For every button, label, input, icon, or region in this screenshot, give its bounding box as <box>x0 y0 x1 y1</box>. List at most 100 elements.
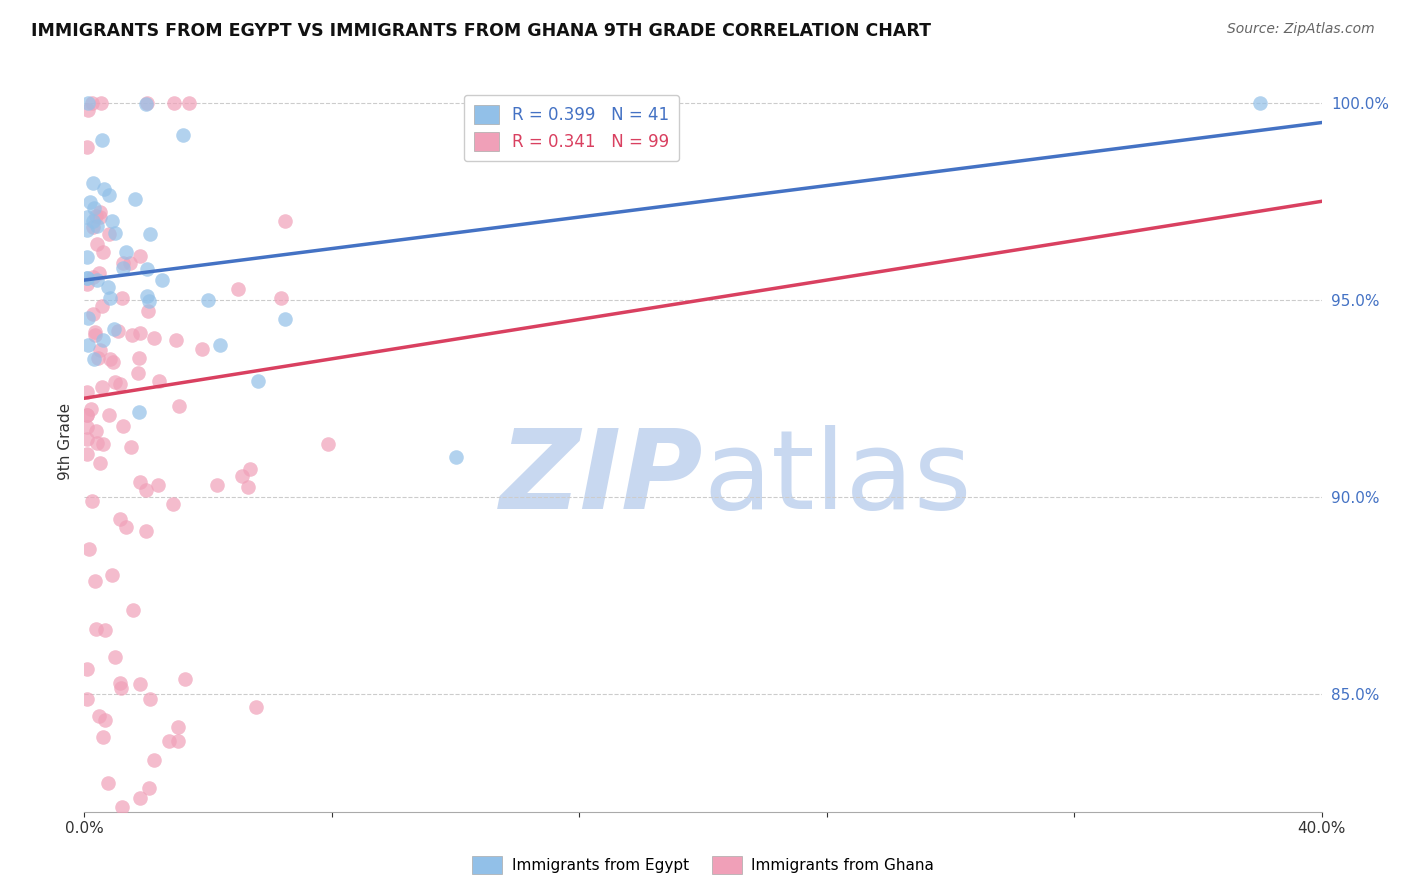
Point <box>98 291 121 305</box>
Point <box>80 494 103 508</box>
Point <box>129 475 152 489</box>
Point <box>91 437 114 451</box>
Point <box>136 95 159 110</box>
Point <box>94 713 117 727</box>
Point <box>138 781 160 796</box>
Point <box>128 791 150 805</box>
Point <box>157 733 180 747</box>
Point <box>87 708 110 723</box>
Point <box>76 222 98 236</box>
Point <box>104 226 127 240</box>
Point <box>87 351 110 365</box>
Point <box>121 328 143 343</box>
Point <box>83 574 105 589</box>
Point <box>111 418 134 433</box>
Point <box>77 338 100 352</box>
Point <box>135 288 157 302</box>
Point <box>94 624 117 638</box>
Point <box>108 377 131 392</box>
Point <box>84 424 107 438</box>
Point <box>76 662 98 676</box>
Point <box>86 236 108 251</box>
Point <box>239 462 262 476</box>
Point <box>76 408 98 422</box>
Point <box>97 775 120 789</box>
Point <box>76 409 98 423</box>
Point <box>143 330 166 344</box>
Point <box>76 271 98 285</box>
Point <box>120 440 142 454</box>
Point <box>205 478 228 492</box>
Point <box>172 128 194 143</box>
Point <box>138 227 160 241</box>
Point <box>82 95 104 110</box>
Point <box>90 299 112 313</box>
Point <box>167 399 190 413</box>
Point <box>91 133 114 147</box>
Point <box>110 681 132 696</box>
Point <box>135 97 157 112</box>
Point <box>129 677 152 691</box>
Point <box>76 140 98 154</box>
Point <box>76 447 98 461</box>
Point <box>138 294 160 309</box>
Point <box>77 542 100 557</box>
Point <box>97 280 120 294</box>
Point <box>246 374 269 388</box>
Point <box>76 432 98 446</box>
Point <box>83 327 105 342</box>
Point <box>316 437 339 451</box>
Point <box>89 343 111 358</box>
Point <box>93 245 115 260</box>
Point <box>236 480 259 494</box>
Point <box>444 450 467 465</box>
Point <box>111 800 134 814</box>
Point <box>121 603 143 617</box>
Y-axis label: 9th Grade: 9th Grade <box>58 403 73 480</box>
Point <box>77 95 100 110</box>
Point <box>89 456 111 470</box>
Point <box>148 375 170 389</box>
Point <box>91 333 114 347</box>
Point <box>124 192 146 206</box>
Point <box>245 699 267 714</box>
Point <box>82 213 104 227</box>
Text: atlas: atlas <box>703 425 972 532</box>
Point <box>90 95 112 110</box>
Point <box>83 351 105 366</box>
Point <box>76 277 98 291</box>
Point <box>166 720 188 734</box>
Point <box>104 649 127 664</box>
Point <box>128 405 150 419</box>
Point <box>86 435 108 450</box>
Point <box>135 524 157 538</box>
Point <box>146 478 169 492</box>
Point <box>136 261 159 276</box>
Point <box>76 420 98 434</box>
Point <box>1249 95 1271 110</box>
Point <box>82 220 104 235</box>
Point <box>191 343 214 357</box>
Point <box>104 376 127 390</box>
Point <box>89 211 111 225</box>
Point <box>86 219 108 234</box>
Point <box>136 303 159 318</box>
Point <box>108 512 131 526</box>
Point <box>101 567 124 582</box>
Point <box>165 333 187 347</box>
Point <box>107 325 129 339</box>
Point <box>226 282 249 296</box>
Point <box>89 204 111 219</box>
Point <box>118 256 141 270</box>
Text: IMMIGRANTS FROM EGYPT VS IMMIGRANTS FROM GHANA 9TH GRADE CORRELATION CHART: IMMIGRANTS FROM EGYPT VS IMMIGRANTS FROM… <box>31 22 931 40</box>
Point <box>177 95 200 110</box>
Point <box>82 307 104 321</box>
Point <box>98 351 121 366</box>
Point <box>101 214 124 228</box>
Point <box>142 753 165 767</box>
Point <box>87 266 110 280</box>
Point <box>114 520 136 534</box>
Point <box>76 210 98 224</box>
Point <box>80 401 103 416</box>
Point <box>93 182 115 196</box>
